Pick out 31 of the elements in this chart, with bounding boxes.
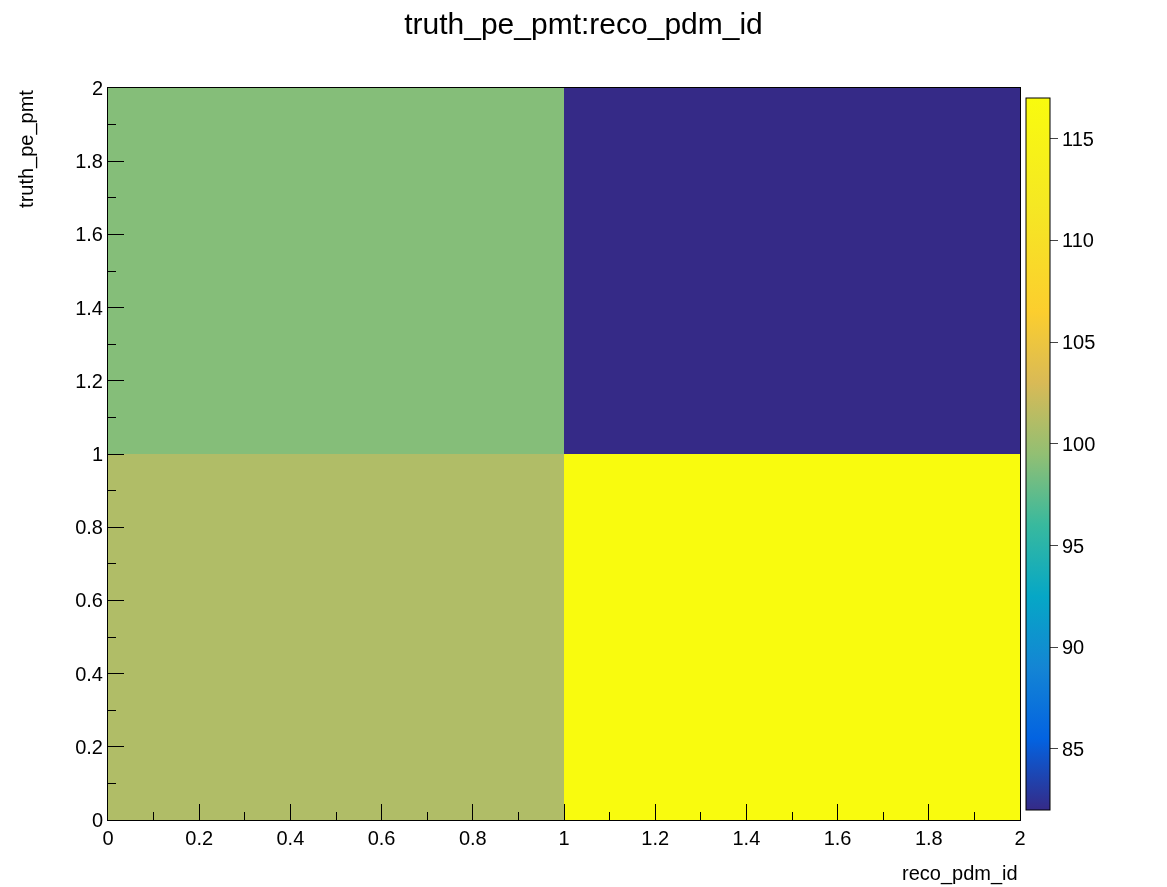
y-tick-label: 2 (91, 77, 103, 99)
y-tick-label: 1.2 (75, 369, 103, 392)
x-tick-label: 0.6 (367, 827, 396, 849)
color-bar-label: 90 (1062, 636, 1085, 659)
y-tick-label: 1.4 (75, 296, 103, 319)
x-tick-label: 0.8 (458, 827, 487, 849)
color-bar-label: 105 (1062, 331, 1096, 354)
x-tick-label: 1.4 (732, 827, 761, 849)
x-tick-label: 1 (558, 827, 570, 849)
y-tick-label: 1.6 (75, 223, 103, 246)
y-tick-label: 0.4 (75, 662, 103, 685)
x-tick-label: 1.2 (641, 827, 670, 849)
y-tick-label: 0.2 (75, 735, 103, 758)
color-bar-label: 95 (1062, 534, 1085, 557)
x-tick-label: 1.8 (914, 827, 943, 849)
x-tick-label: 0.2 (185, 827, 214, 849)
x-axis-title: reco_pdm_id (902, 862, 1018, 885)
color-bar-label: 110 (1062, 229, 1094, 252)
y-tick-label: 0 (91, 809, 103, 831)
y-tick-label: 0.6 (75, 589, 103, 612)
x-tick-label: 0.4 (276, 827, 305, 849)
y-tick-label: 1 (91, 443, 103, 465)
y-tick-label: 1.8 (75, 150, 103, 173)
x-tick-label: 2 (1014, 827, 1026, 849)
y-axis-title: truth_pe_pmt (14, 89, 38, 208)
color-bar-label: 115 (1062, 127, 1094, 150)
color-bar-label: 85 (1062, 737, 1085, 760)
color-bar-label: 100 (1062, 432, 1096, 455)
chart-title: truth_pe_pmt:reco_pdm_id (404, 7, 763, 41)
y-tick-label: 0.8 (75, 516, 103, 539)
x-tick-label: 1.6 (823, 827, 852, 849)
